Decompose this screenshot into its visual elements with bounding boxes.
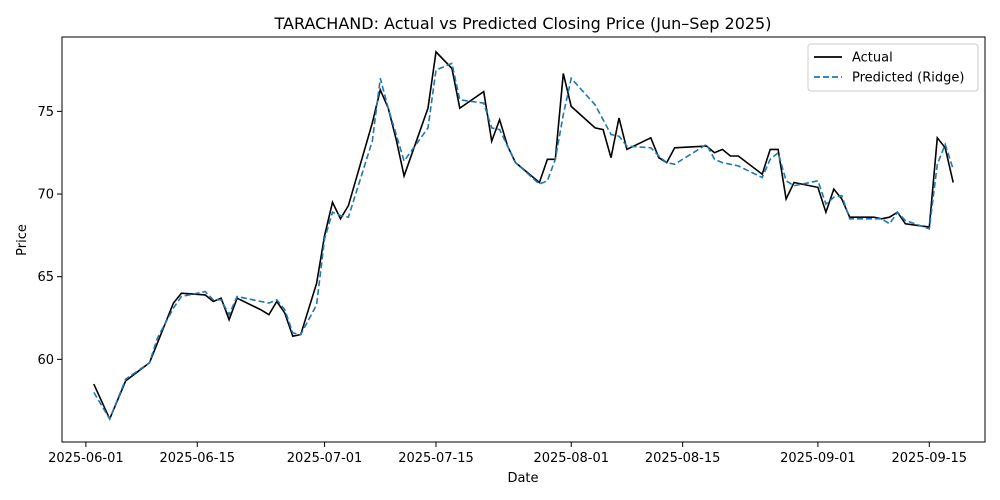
x-tick-label: 2025-09-15 <box>892 451 968 466</box>
axes-frame <box>61 36 986 443</box>
x-tick-label: 2025-08-15 <box>645 451 721 466</box>
plot-area <box>93 50 954 421</box>
legend-label: Actual <box>852 51 893 66</box>
y-axis: 60 65 70 75 <box>37 105 62 368</box>
y-tick-label: 75 <box>37 105 54 120</box>
y-tick-label: 70 <box>37 188 54 203</box>
legend-label: Predicted (Ridge) <box>852 71 964 86</box>
actual-series-line <box>93 50 954 421</box>
chart-title: TARACHAND: Actual vs Predicted Closing P… <box>274 14 772 33</box>
x-tick-label: 2025-09-01 <box>780 451 856 466</box>
legend-box <box>807 43 979 92</box>
y-tick-label: 60 <box>37 353 54 368</box>
x-tick-label: 2025-07-15 <box>398 451 474 466</box>
y-axis-label: Price <box>15 224 30 256</box>
x-tick-label: 2025-08-01 <box>533 451 609 466</box>
x-axis-label: Date <box>507 471 538 486</box>
x-tick-label: 2025-06-01 <box>48 451 124 466</box>
predicted-series-line <box>93 62 954 421</box>
x-axis: 2025-06-01 2025-06-15 2025-07-01 2025-07-15… <box>48 442 967 466</box>
x-tick-label: 2025-06-15 <box>159 451 235 466</box>
legend: Actual Predicted (Ridge) <box>807 43 979 92</box>
y-tick-label: 65 <box>37 270 54 285</box>
x-tick-label: 2025-07-01 <box>287 451 363 466</box>
